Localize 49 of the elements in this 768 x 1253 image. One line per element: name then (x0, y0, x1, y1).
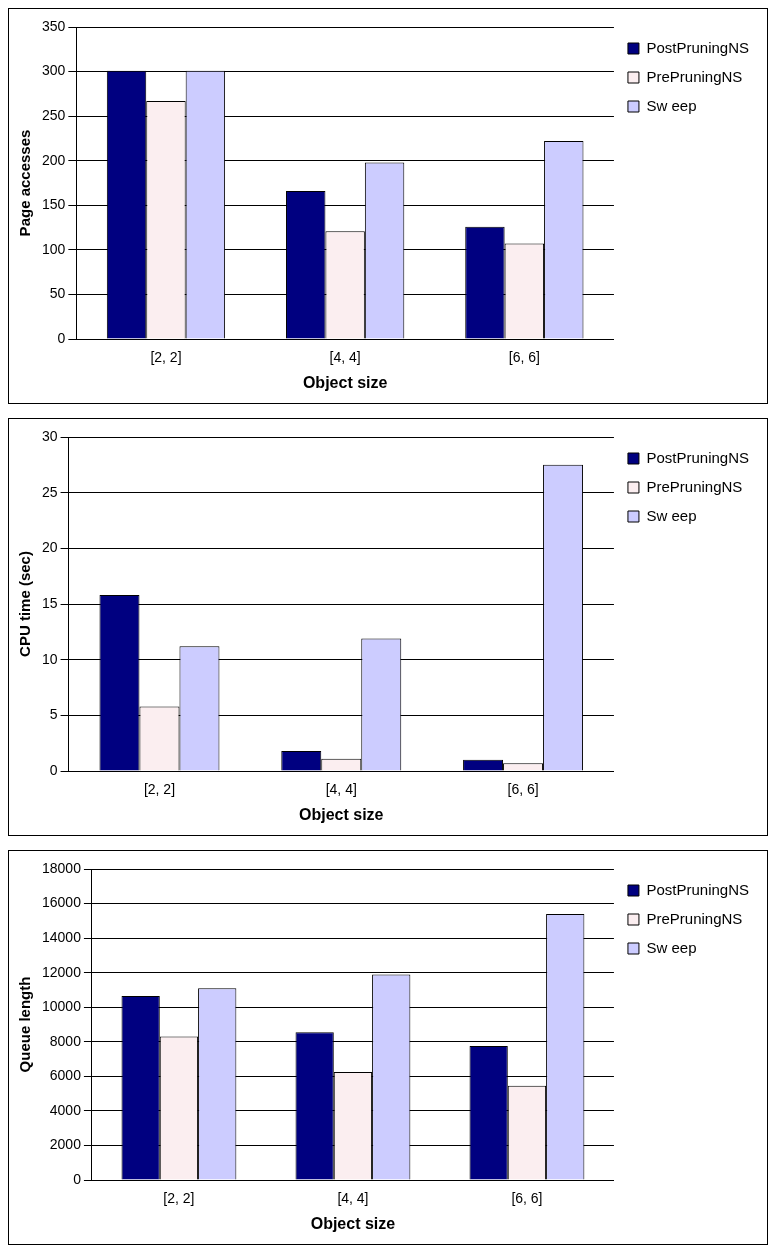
y-tick-label: 8000 (49, 1032, 82, 1049)
x-tick-label: [4, 4] (329, 349, 361, 366)
x-tick-label: [4, 4] (337, 1190, 369, 1207)
x-tick-label: [2, 2] (163, 1190, 195, 1207)
x-tick-label: [6, 6] (511, 1190, 543, 1207)
y-tick-label: 250 (42, 107, 66, 123)
y-axis-title: CPU time (sec) (16, 551, 34, 657)
y-tick-label: 50 (49, 285, 66, 302)
x-axis-title: Object size (302, 373, 388, 391)
y-tick-label: 15 (41, 594, 58, 611)
y-tick-label: 150 (42, 196, 66, 213)
x-tick-label: [4, 4] (325, 781, 357, 798)
legend-label: Sw eep (646, 506, 697, 524)
y-tick-label: 200 (42, 151, 66, 168)
y-tick-label: 10000 (41, 998, 82, 1015)
y-tick-label: 6000 (49, 1067, 82, 1084)
legend-label: PrePruningNS (646, 909, 743, 927)
legend-label: PostPruningNS (646, 38, 750, 56)
y-tick-label: 2000 (49, 1136, 82, 1153)
legend-label: Sw eep (646, 938, 697, 956)
y-tick-label: 25 (41, 483, 58, 500)
y-tick-label: 18000 (41, 859, 82, 876)
legend-label: PrePruningNS (646, 477, 743, 495)
y-tick-label: 14000 (41, 928, 82, 945)
x-tick-label: [2, 2] (143, 781, 176, 798)
x-axis-title: Object size (299, 805, 384, 823)
y-tick-label: 100 (42, 240, 66, 257)
y-tick-label: 0 (57, 329, 66, 346)
legend-label: PostPruningNS (646, 880, 750, 898)
legend-label: PrePruningNS (646, 67, 743, 85)
y-tick-label: 30 (41, 427, 58, 444)
x-tick-label: [6, 6] (508, 349, 540, 366)
y-tick-label: 4000 (49, 1101, 82, 1118)
y-tick-label: 5 (49, 706, 58, 723)
y-tick-label: 0 (49, 761, 58, 778)
y-tick-label: 20 (41, 539, 58, 556)
y-tick-label: 16000 (41, 894, 82, 911)
y-tick-label: 300 (42, 62, 66, 79)
y-tick-label: 12000 (41, 963, 82, 980)
x-tick-label: [2, 2] (150, 349, 182, 366)
legend-label: Sw eep (646, 96, 697, 114)
x-axis-title: Object size (310, 1214, 396, 1232)
y-tick-label: 10 (41, 650, 58, 667)
y-tick-label: 0 (73, 1170, 82, 1187)
y-axis-title: Page accesses (16, 129, 34, 237)
legend-label: PostPruningNS (646, 448, 750, 466)
y-axis-title: Queue length (16, 976, 34, 1073)
x-tick-label: [6, 6] (507, 781, 539, 798)
y-tick-label: 350 (42, 17, 66, 34)
